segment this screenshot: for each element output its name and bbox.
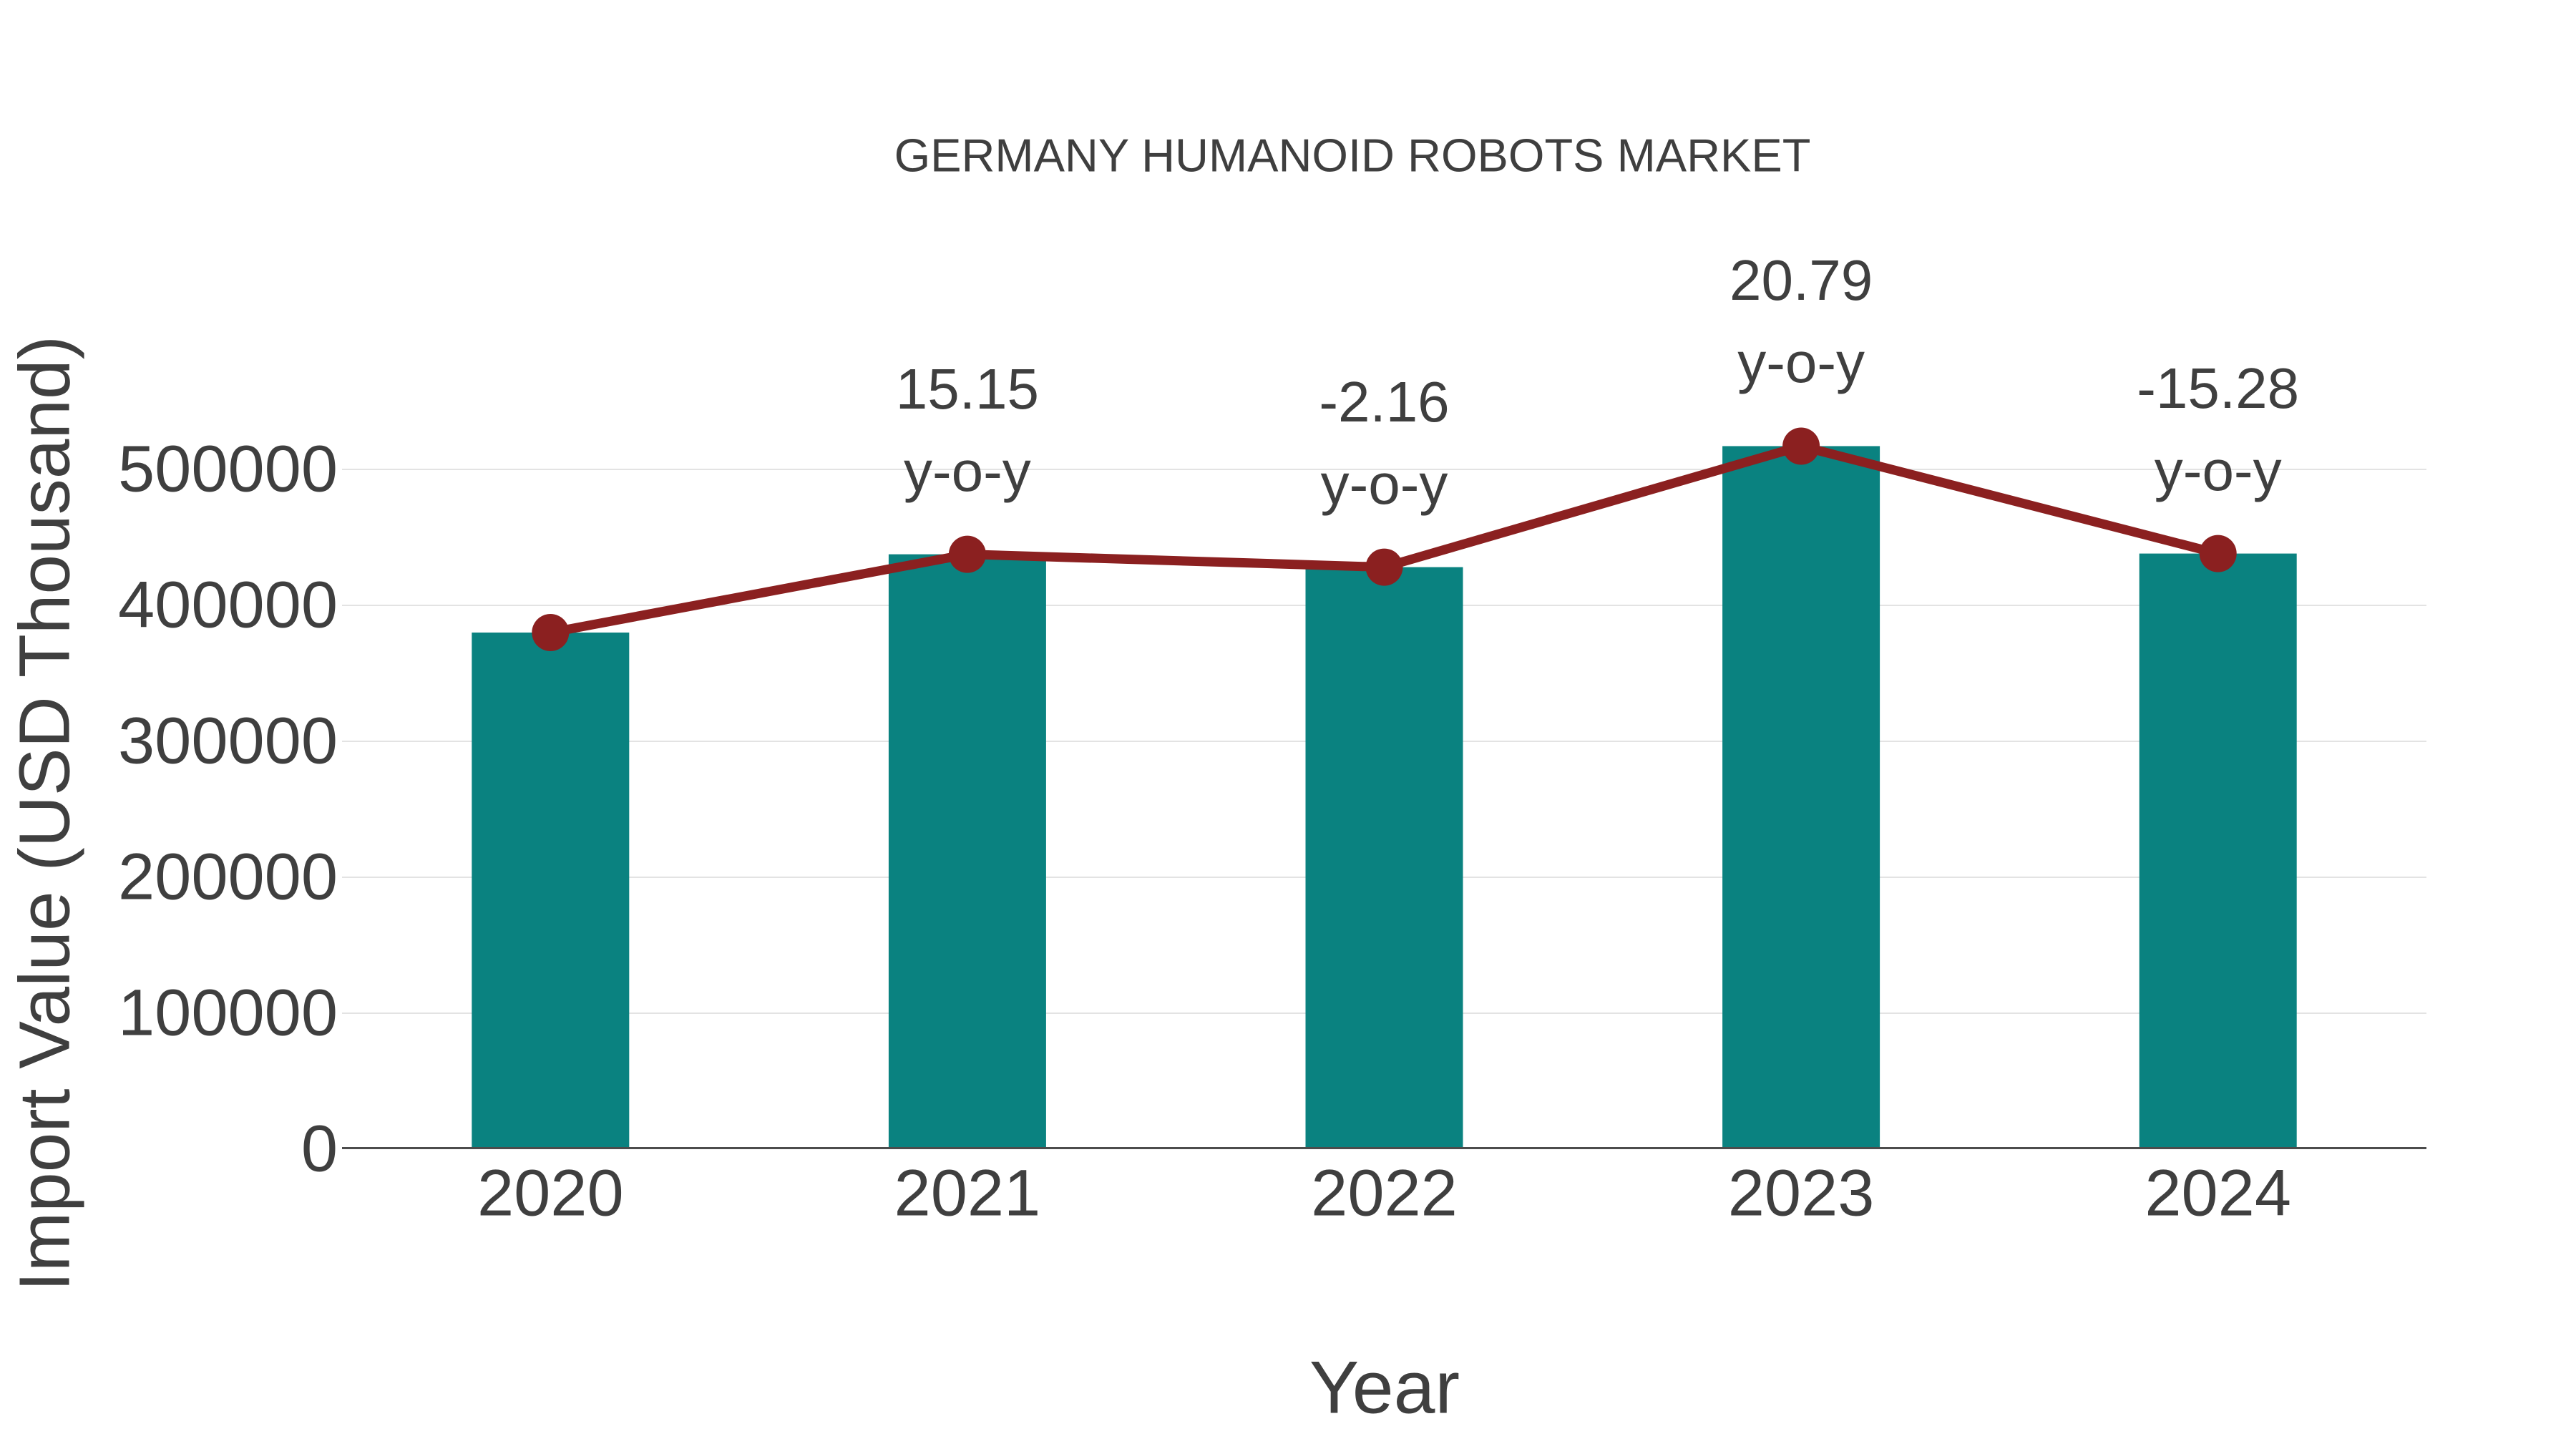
yoy-suffix-label-2021: y-o-y xyxy=(904,439,1031,503)
yoy-suffix-label-2022: y-o-y xyxy=(1320,452,1448,516)
y-axis-title: Import Value (USD Thousand) xyxy=(4,336,85,1292)
x-axis-title: Year xyxy=(1309,1346,1460,1430)
yoy-suffix-label-2024: y-o-y xyxy=(2154,438,2282,502)
y-tick-label-400000: 400000 xyxy=(118,568,338,642)
x-tick-label-2023: 2023 xyxy=(1727,1156,1875,1230)
bar-2022 xyxy=(1305,567,1463,1149)
y-tick-label-100000: 100000 xyxy=(118,976,338,1050)
marker-2022 xyxy=(1365,548,1403,586)
x-tick-label-2020: 2020 xyxy=(477,1156,624,1230)
yoy-value-label-2023: 20.79 xyxy=(1729,248,1873,313)
chart-title: GERMANY HUMANOID ROBOTS MARKET xyxy=(894,129,1811,182)
bar-2020 xyxy=(472,633,630,1149)
marker-2023 xyxy=(1782,427,1820,465)
y-tick-label-500000: 500000 xyxy=(118,432,338,506)
yoy-value-label-2021: 15.15 xyxy=(895,356,1039,421)
bar-2024 xyxy=(2139,553,2297,1149)
bar-2021 xyxy=(888,554,1046,1149)
marker-2021 xyxy=(948,535,986,573)
yoy-value-label-2022: -2.16 xyxy=(1319,369,1450,434)
y-tick-label-200000: 200000 xyxy=(118,840,338,914)
y-tick-label-0: 0 xyxy=(301,1112,338,1186)
marker-2020 xyxy=(532,614,570,651)
marker-2024 xyxy=(2199,535,2237,572)
x-tick-label-2021: 2021 xyxy=(894,1156,1041,1230)
x-tick-label-2022: 2022 xyxy=(1311,1156,1458,1230)
y-tick-label-300000: 300000 xyxy=(118,704,338,778)
bar-2023 xyxy=(1722,446,1880,1149)
x-tick-label-2024: 2024 xyxy=(2145,1156,2292,1230)
yoy-suffix-label-2023: y-o-y xyxy=(1737,331,1865,395)
yoy-value-label-2024: -15.28 xyxy=(2137,356,2300,420)
